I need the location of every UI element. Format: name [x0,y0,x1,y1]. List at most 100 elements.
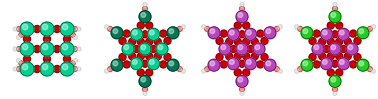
Circle shape [113,29,118,34]
Circle shape [243,69,250,76]
Circle shape [73,27,77,31]
Circle shape [70,61,75,66]
Circle shape [169,61,174,66]
Circle shape [13,67,17,71]
Circle shape [357,59,369,71]
Circle shape [45,55,49,59]
Circle shape [340,46,347,52]
Circle shape [303,61,308,66]
Circle shape [137,22,144,29]
Circle shape [274,26,279,31]
Circle shape [350,61,357,68]
Circle shape [147,58,160,70]
Circle shape [154,38,161,45]
Circle shape [210,61,215,66]
Circle shape [105,25,108,29]
Circle shape [226,53,233,60]
Circle shape [313,30,320,37]
Circle shape [181,25,185,29]
Circle shape [45,59,50,63]
Circle shape [216,54,223,61]
Circle shape [123,61,130,68]
Circle shape [143,87,147,92]
Circle shape [113,61,118,66]
Circle shape [239,60,245,67]
Circle shape [146,69,153,76]
Circle shape [139,43,151,55]
Circle shape [331,77,336,82]
Circle shape [309,37,316,44]
Circle shape [367,67,372,72]
Circle shape [243,53,250,60]
Circle shape [60,42,74,56]
Circle shape [150,46,157,52]
Circle shape [322,30,327,35]
Circle shape [219,43,231,55]
Circle shape [278,25,282,29]
Circle shape [344,38,351,45]
Circle shape [137,38,144,45]
Circle shape [60,62,74,76]
Circle shape [62,64,68,70]
Circle shape [34,46,40,52]
Circle shape [329,75,341,87]
Circle shape [367,26,372,31]
Circle shape [34,66,40,72]
Circle shape [264,27,276,39]
Circle shape [238,45,243,50]
Circle shape [54,66,60,72]
Circle shape [319,38,326,45]
Circle shape [228,58,240,70]
Circle shape [20,22,34,36]
Circle shape [141,77,146,82]
Circle shape [147,28,160,40]
Circle shape [141,60,149,67]
Circle shape [323,46,330,52]
Circle shape [130,58,143,70]
Circle shape [221,45,226,50]
Circle shape [19,32,24,37]
Circle shape [111,59,123,71]
Circle shape [220,30,227,37]
Circle shape [45,39,49,43]
Circle shape [141,31,149,38]
Circle shape [141,45,146,50]
Circle shape [73,35,77,40]
Circle shape [294,25,299,29]
Circle shape [321,58,333,70]
Circle shape [359,61,364,66]
Circle shape [181,69,185,73]
Circle shape [266,61,271,66]
Circle shape [160,30,167,37]
Circle shape [43,56,51,62]
Circle shape [17,47,22,51]
Circle shape [216,37,223,44]
Circle shape [313,61,320,68]
Circle shape [20,62,34,76]
Circle shape [246,60,251,64]
Circle shape [73,67,77,71]
Circle shape [40,22,54,36]
Circle shape [336,22,343,29]
Circle shape [243,22,250,29]
Circle shape [339,60,344,64]
Circle shape [17,67,22,71]
Circle shape [60,22,74,36]
Circle shape [129,38,136,45]
Circle shape [238,13,243,17]
Circle shape [177,26,183,31]
Circle shape [253,43,265,55]
Circle shape [13,27,17,31]
Circle shape [236,43,248,55]
Circle shape [132,60,137,64]
Circle shape [322,60,327,64]
Circle shape [133,46,140,52]
Circle shape [339,30,344,35]
Circle shape [327,22,334,29]
Circle shape [234,69,241,76]
Circle shape [77,67,81,71]
Circle shape [210,29,215,34]
Circle shape [354,37,361,44]
Circle shape [149,60,154,64]
Circle shape [108,26,113,31]
